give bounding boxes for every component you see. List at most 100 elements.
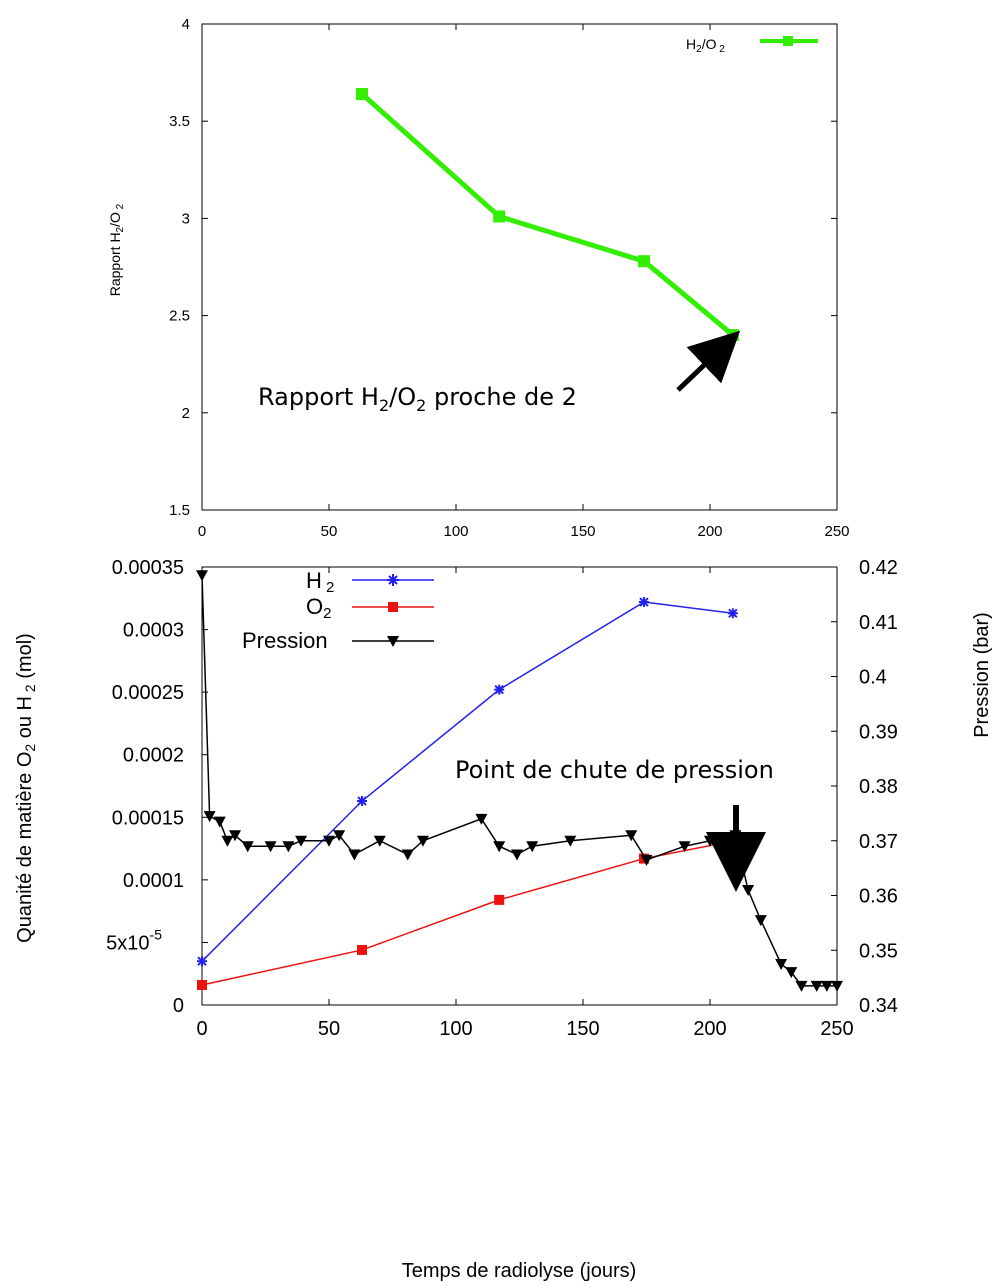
pressure-y-axis: 0.34 0.35 0.36 0.37 0.38 0.39 0.4 0.41 0.42 [831, 557, 898, 1017]
time-x-tick-label: 150 [566, 1018, 599, 1040]
pression-data-point [401, 849, 414, 861]
ratio-x-tick-label: 250 [824, 523, 849, 540]
h2-data-point [638, 597, 649, 608]
pression-data-point [716, 841, 729, 853]
quantity-y-tick-label: 0 [173, 995, 184, 1017]
pression-data-point [241, 841, 254, 853]
pression-data-point [203, 811, 216, 823]
pression-data-point [282, 841, 295, 853]
ratio-annotation-arrow [676, 330, 741, 392]
pression-data-point [754, 915, 767, 927]
time-x-tick-label: 50 [318, 1018, 340, 1040]
ratio-y-tick-label: 4 [182, 16, 190, 33]
time-x-tick-label: 250 [820, 1018, 853, 1040]
h2-data-point [727, 608, 738, 619]
legend-pression-label: Pression [242, 628, 328, 653]
ratio-data-point [637, 255, 650, 268]
pression-data-point [323, 835, 335, 847]
ratio-data-point [726, 329, 739, 342]
pression-data-point [295, 835, 308, 847]
pression-series-line [201, 575, 837, 987]
ratio-y-axis: 1.5 2 2.5 3 3.5 4 [169, 16, 837, 519]
legend-o2-marker [388, 602, 398, 612]
ratio-x-tick-label: 150 [570, 523, 595, 540]
pressure-y-tick-label: 0.4 [859, 667, 887, 689]
pressure-y-tick-label: 0.36 [859, 886, 898, 908]
o2-data-point [197, 979, 207, 990]
pressure-y-axis-label: Pression (bar) [971, 612, 993, 738]
h2-data-point [357, 796, 368, 807]
pression-data-point [196, 570, 208, 582]
h2-data-point [494, 684, 505, 695]
ratio-legend-label: H2/O 2 [686, 36, 725, 55]
ratio-series-line [360, 92, 735, 337]
pression-data-point [213, 816, 226, 828]
legend-o2-label: O2 [306, 594, 331, 622]
quantity-y-axis: 0 5x10-5 0.0001 0.00015 0.0002 0.00025 0.0003 0… [106, 557, 208, 1017]
time-x-tick-label: 0 [196, 1018, 207, 1040]
ratio-data-point [493, 210, 506, 223]
o2-data-point [357, 944, 368, 955]
pression-data-point [221, 835, 234, 847]
ratio-chart: 0 50 100 150 200 250 1.5 2 2.5 3 3.5 4 Rapport H2/… [107, 16, 850, 540]
ratio-x-axis: 0 50 100 150 200 250 [198, 24, 850, 540]
legend-pression-marker [387, 636, 399, 647]
pression-data-point [831, 980, 843, 992]
ratio-y-axis-label: Rapport H2/O 2 [107, 203, 126, 296]
ratio-data-point [356, 87, 369, 100]
pressure-y-tick-label: 0.35 [859, 940, 898, 962]
pressure-y-tick-label: 0.41 [859, 612, 898, 634]
pressure-y-tick-label: 0.42 [859, 557, 898, 579]
quantity-y-tick-label: 0.0001 [123, 870, 184, 892]
legend-h2-marker [387, 574, 399, 586]
ratio-x-tick-label: 100 [443, 523, 468, 540]
pression-data-point [416, 835, 429, 847]
pression-data-point [820, 980, 833, 992]
pression-data-point [742, 885, 755, 897]
pression-data-point [264, 841, 277, 853]
ratio-y-tick-label: 2.5 [169, 308, 190, 325]
o2-series-line [201, 840, 734, 986]
quantity-y-tick-label: 0.00015 [112, 807, 184, 829]
quantity-y-tick-label: 0.0003 [123, 620, 184, 642]
ratio-x-tick-label: 50 [321, 523, 338, 540]
pression-data-point [625, 830, 638, 842]
ratio-x-tick-label: 0 [198, 523, 206, 540]
ratio-legend: H2/O 2 [686, 36, 818, 55]
quantity-y-tick-label: 5x10-5 [106, 926, 162, 954]
pressure-y-tick-label: 0.37 [859, 831, 898, 853]
pression-data-point [640, 854, 653, 866]
ratio-x-tick-label: 200 [697, 523, 722, 540]
pression-data-point [373, 835, 386, 847]
pression-data-point [348, 849, 361, 861]
quantity-y-axis-label: Quanité de matière O2 ou H 2 (mol) [14, 633, 38, 943]
ratio-legend-marker [783, 36, 793, 46]
quantity-pressure-chart: 0 50 100 150 200 250 0 5x10-5 0.0001 0.00015 0.00… [14, 557, 993, 1282]
time-x-axis: 0 50 100 150 200 250 [196, 567, 854, 1040]
o2-data-point [494, 894, 505, 905]
ratio-plot-frame [201, 23, 838, 511]
pression-data-point [810, 980, 823, 992]
h2-data-point [197, 956, 207, 967]
quantity-y-tick-label: 0.0002 [123, 745, 184, 767]
ratio-y-tick-label: 3 [182, 210, 190, 227]
pressure-y-tick-label: 0.39 [859, 721, 898, 743]
pressure-y-tick-label: 0.34 [859, 995, 898, 1017]
pression-data-point [475, 813, 488, 825]
time-x-tick-label: 100 [439, 1018, 472, 1040]
time-x-tick-label: 200 [693, 1018, 726, 1040]
pression-data-point [493, 841, 506, 853]
pression-data-point [785, 967, 798, 979]
pressure-drop-annotation: Point de chute de pression [455, 756, 774, 784]
pression-data-point [526, 841, 539, 853]
pression-data-point [795, 980, 808, 992]
quantity-y-tick-label: 0.00035 [112, 557, 184, 579]
x-axis-label: Temps de radiolyse (jours) [402, 1260, 637, 1282]
pression-data-point [333, 830, 346, 842]
ratio-y-tick-label: 2 [182, 405, 190, 422]
pression-data-point [510, 849, 523, 861]
pression-data-point [678, 841, 691, 853]
ratio-y-tick-label: 3.5 [169, 113, 190, 130]
pression-data-point [775, 958, 788, 970]
quantity-legend: H 2 O2 Pression [242, 568, 434, 653]
